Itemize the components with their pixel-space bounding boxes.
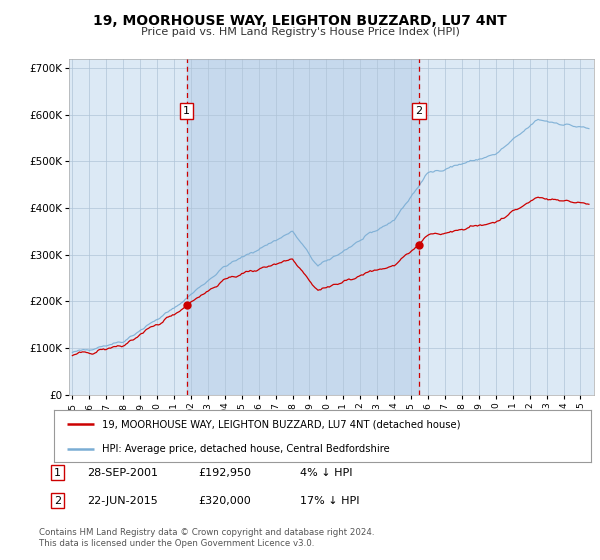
Text: 22-JUN-2015: 22-JUN-2015 <box>87 496 158 506</box>
Text: £192,950: £192,950 <box>198 468 251 478</box>
Text: 1: 1 <box>54 468 61 478</box>
Text: 1: 1 <box>183 106 190 116</box>
Text: Price paid vs. HM Land Registry's House Price Index (HPI): Price paid vs. HM Land Registry's House … <box>140 27 460 37</box>
Text: Contains HM Land Registry data © Crown copyright and database right 2024.: Contains HM Land Registry data © Crown c… <box>39 528 374 536</box>
Bar <box>187 59 419 395</box>
Text: 2: 2 <box>54 496 61 506</box>
Text: 19, MOORHOUSE WAY, LEIGHTON BUZZARD, LU7 4NT: 19, MOORHOUSE WAY, LEIGHTON BUZZARD, LU7… <box>93 14 507 28</box>
Text: 28-SEP-2001: 28-SEP-2001 <box>87 468 158 478</box>
Text: 19, MOORHOUSE WAY, LEIGHTON BUZZARD, LU7 4NT (detached house): 19, MOORHOUSE WAY, LEIGHTON BUZZARD, LU7… <box>103 419 461 430</box>
Text: 4% ↓ HPI: 4% ↓ HPI <box>300 468 353 478</box>
Text: 17% ↓ HPI: 17% ↓ HPI <box>300 496 359 506</box>
Text: 2: 2 <box>415 106 422 116</box>
Text: £320,000: £320,000 <box>198 496 251 506</box>
Text: HPI: Average price, detached house, Central Bedfordshire: HPI: Average price, detached house, Cent… <box>103 444 390 454</box>
Text: This data is licensed under the Open Government Licence v3.0.: This data is licensed under the Open Gov… <box>39 539 314 548</box>
